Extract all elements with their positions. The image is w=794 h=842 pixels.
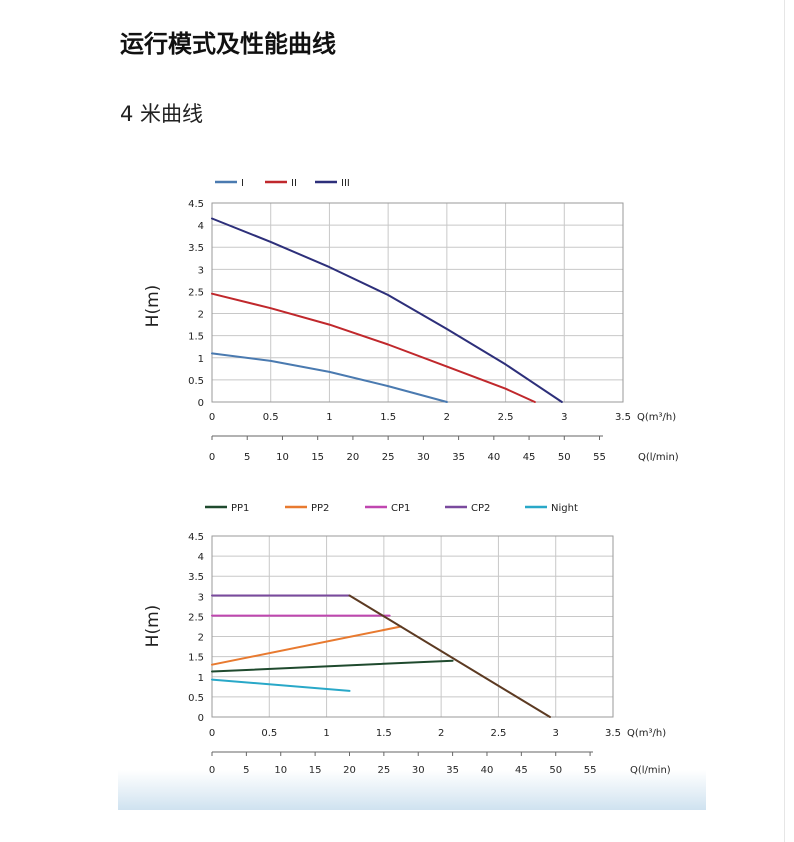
secondary-tick-label: 15 (311, 452, 324, 463)
x-tick-label: 1 (323, 728, 329, 739)
secondary-tick-label: 55 (593, 452, 606, 463)
footer-decoration (118, 770, 706, 810)
series-line-night (211, 678, 351, 692)
plot-border (211, 202, 624, 403)
x-axis-label: Q(m³/h) (637, 412, 676, 423)
y-tick-label: 3 (198, 265, 204, 276)
series-line-pp2 (211, 625, 402, 666)
x-tick-label: 2 (438, 728, 444, 739)
y-tick-label: 0.5 (188, 693, 204, 704)
secondary-tick-label: 45 (523, 452, 536, 463)
x-tick-label: 2 (444, 412, 450, 423)
x-tick-label: 3.5 (605, 728, 621, 739)
x-tick-label: 2.5 (498, 412, 514, 423)
x-tick-label: 0 (209, 412, 215, 423)
x-tick-label: 3 (561, 412, 567, 423)
legend-label: PP2 (311, 503, 329, 514)
x-tick-label: 2.5 (490, 728, 506, 739)
legend-label: CP2 (471, 503, 490, 514)
legend-label: Night (551, 503, 578, 514)
y-tick-label: 3.5 (188, 243, 204, 254)
secondary-tick-label: 50 (558, 452, 571, 463)
y-tick-label: 4 (198, 221, 204, 232)
x-tick-label: 1 (326, 412, 332, 423)
y-tick-label: 3.5 (188, 572, 204, 583)
y-tick-label: 1 (198, 673, 204, 684)
legend-label: CP1 (391, 503, 410, 514)
page-edge-rule (784, 0, 785, 842)
x-tick-label: 0 (209, 728, 215, 739)
x-tick-label: 3 (553, 728, 559, 739)
y-tick-label: 4 (198, 552, 204, 563)
x-tick-label: 3.5 (615, 412, 631, 423)
series-line-limit (348, 594, 551, 718)
secondary-tick-label: 25 (382, 452, 395, 463)
secondary-axis-label: Q(l/min) (638, 452, 679, 463)
secondary-tick-label: 35 (452, 452, 465, 463)
series-line-i (211, 352, 448, 403)
y-tick-label: 2.5 (188, 287, 204, 298)
page-title: 运行模式及性能曲线 (120, 30, 336, 58)
y-axis-label: H(m) (143, 605, 163, 648)
plot-border (211, 535, 614, 718)
series-line-pp1 (211, 659, 454, 673)
y-tick-label: 1.5 (188, 653, 204, 664)
secondary-tick-label: 5 (244, 452, 250, 463)
y-tick-label: 1.5 (188, 332, 204, 343)
y-tick-label: 0 (198, 398, 204, 409)
y-tick-label: 2 (198, 633, 204, 644)
y-tick-label: 0 (198, 713, 204, 724)
series-line-ii (211, 292, 536, 403)
legend-label: I (241, 178, 244, 189)
secondary-tick-label: 20 (347, 452, 360, 463)
legend-label: PP1 (231, 503, 249, 514)
x-tick-label: 0.5 (261, 728, 277, 739)
y-tick-label: 4.5 (188, 199, 204, 210)
legend-label: III (341, 178, 350, 189)
y-tick-label: 4.5 (188, 532, 204, 543)
curve-subtitle: 4 米曲线 (120, 102, 204, 126)
secondary-tick-label: 40 (487, 452, 500, 463)
secondary-tick-label: 10 (276, 452, 289, 463)
y-tick-label: 0.5 (188, 376, 204, 387)
y-tick-label: 2.5 (188, 612, 204, 623)
series-line-iii (211, 217, 563, 403)
y-tick-label: 2 (198, 310, 204, 321)
y-tick-label: 3 (198, 592, 204, 603)
secondary-tick-label: 30 (417, 452, 430, 463)
x-tick-label: 1.5 (376, 728, 392, 739)
x-tick-label: 1.5 (380, 412, 396, 423)
secondary-tick-label: 0 (209, 452, 215, 463)
legend-label: II (291, 178, 297, 189)
x-axis-label: Q(m³/h) (627, 728, 666, 739)
y-axis-label: H(m) (143, 285, 163, 328)
y-tick-label: 1 (198, 354, 204, 365)
x-tick-label: 0.5 (263, 412, 279, 423)
